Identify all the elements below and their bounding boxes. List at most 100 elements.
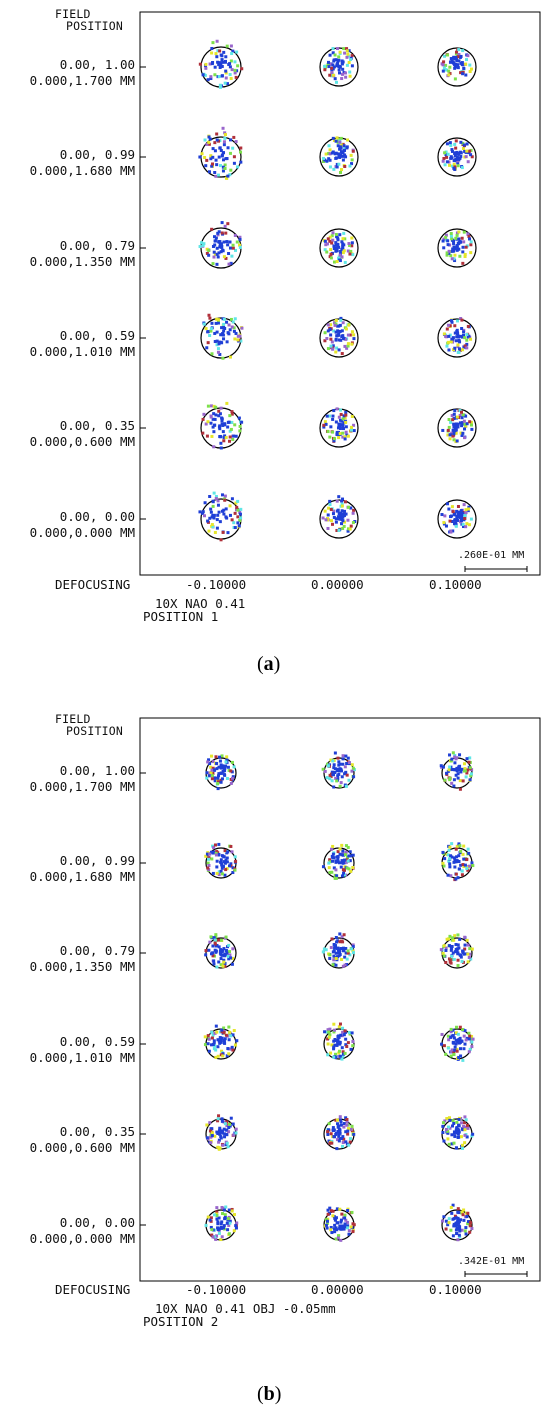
ray-point: [336, 756, 340, 760]
ray-point: [469, 1221, 473, 1225]
ray-point: [239, 507, 243, 511]
ray-point: [344, 770, 348, 774]
ray-point: [462, 1208, 466, 1212]
ray-point: [446, 1129, 450, 1133]
ray-point: [331, 1214, 335, 1218]
ray-point: [344, 512, 348, 516]
ray-point: [218, 85, 222, 89]
ray-point: [222, 329, 226, 333]
ray-point: [457, 237, 461, 241]
ray-point: [219, 243, 223, 247]
ray-point: [221, 356, 225, 360]
ray-point: [333, 77, 337, 81]
ray-point: [222, 337, 226, 341]
ray-point: [451, 418, 455, 422]
ray-point: [218, 759, 222, 763]
ray-point: [211, 417, 215, 421]
ray-point: [346, 1224, 350, 1228]
ray-point: [221, 151, 225, 155]
ray-point: [209, 154, 213, 158]
ray-point: [337, 255, 341, 259]
ray-point: [208, 137, 212, 141]
ray-point: [342, 414, 346, 418]
ray-point: [326, 1028, 330, 1032]
ray-point: [330, 151, 334, 155]
ray-point: [334, 520, 338, 524]
ray-point: [456, 161, 460, 165]
ray-point: [222, 436, 226, 440]
ray-point: [223, 81, 227, 85]
ray-point: [230, 254, 234, 258]
ray-point: [225, 755, 229, 759]
ray-point: [209, 765, 213, 769]
ray-point: [217, 1138, 221, 1142]
ray-point: [338, 432, 342, 436]
ray-point: [337, 332, 341, 336]
ray-point: [234, 1131, 238, 1135]
ray-point: [336, 1129, 340, 1133]
ray-point: [456, 776, 460, 780]
ray-point: [221, 493, 225, 497]
ray-point: [462, 762, 466, 766]
ray-point: [470, 947, 474, 951]
ray-point: [321, 950, 325, 954]
ray-point: [225, 176, 229, 180]
ray-point: [207, 142, 211, 146]
ray-point: [350, 763, 354, 767]
ray-point: [208, 1121, 212, 1125]
ray-point: [453, 324, 457, 328]
ray-point: [469, 774, 473, 778]
ray-point: [348, 850, 352, 854]
ray-point: [202, 242, 206, 246]
ray-point: [457, 48, 461, 52]
ray-point: [218, 65, 222, 69]
ray-point: [346, 344, 350, 348]
ray-point: [352, 1132, 356, 1136]
ray-point: [461, 525, 465, 529]
ray-point: [332, 58, 336, 62]
ray-point: [216, 1226, 220, 1230]
ray-point: [470, 155, 474, 159]
ray-point: [336, 236, 340, 240]
ray-point: [347, 49, 351, 53]
ray-point: [448, 519, 452, 523]
ray-point: [449, 420, 453, 424]
field-row-5-line1: 0.00, 0.35: [59, 1124, 135, 1139]
ray-point: [455, 244, 459, 248]
ray-point: [209, 77, 213, 81]
ray-point: [343, 520, 347, 524]
ray-point: [349, 869, 353, 873]
ray-point: [453, 151, 457, 155]
ray-point: [223, 133, 227, 137]
ray-point: [219, 63, 223, 67]
ray-point: [205, 1123, 209, 1127]
ray-point: [227, 252, 231, 256]
ray-point: [210, 352, 214, 356]
ray-point: [341, 946, 345, 950]
ray-point: [465, 771, 469, 775]
ray-point: [238, 510, 242, 514]
ray-point: [233, 71, 237, 75]
ray-point: [351, 1222, 355, 1226]
ray-point: [221, 764, 225, 768]
ray-point: [221, 1054, 225, 1058]
ray-point: [338, 258, 342, 262]
ray-point: [231, 1033, 235, 1037]
ray-point: [348, 243, 352, 247]
ray-point: [220, 154, 224, 158]
ray-point: [460, 873, 464, 877]
ray-point: [228, 953, 232, 957]
ray-point: [451, 529, 455, 533]
ray-point: [327, 157, 331, 161]
ray-point: [448, 778, 452, 782]
ray-point: [331, 1209, 335, 1213]
ray-point: [458, 421, 462, 425]
ray-point: [350, 1124, 354, 1128]
ray-point: [210, 321, 214, 325]
ray-point: [218, 1126, 222, 1130]
ray-point: [221, 962, 225, 966]
ray-point: [449, 530, 453, 534]
ray-point: [452, 1052, 456, 1056]
ray-point: [201, 243, 205, 247]
ray-point: [339, 947, 343, 951]
